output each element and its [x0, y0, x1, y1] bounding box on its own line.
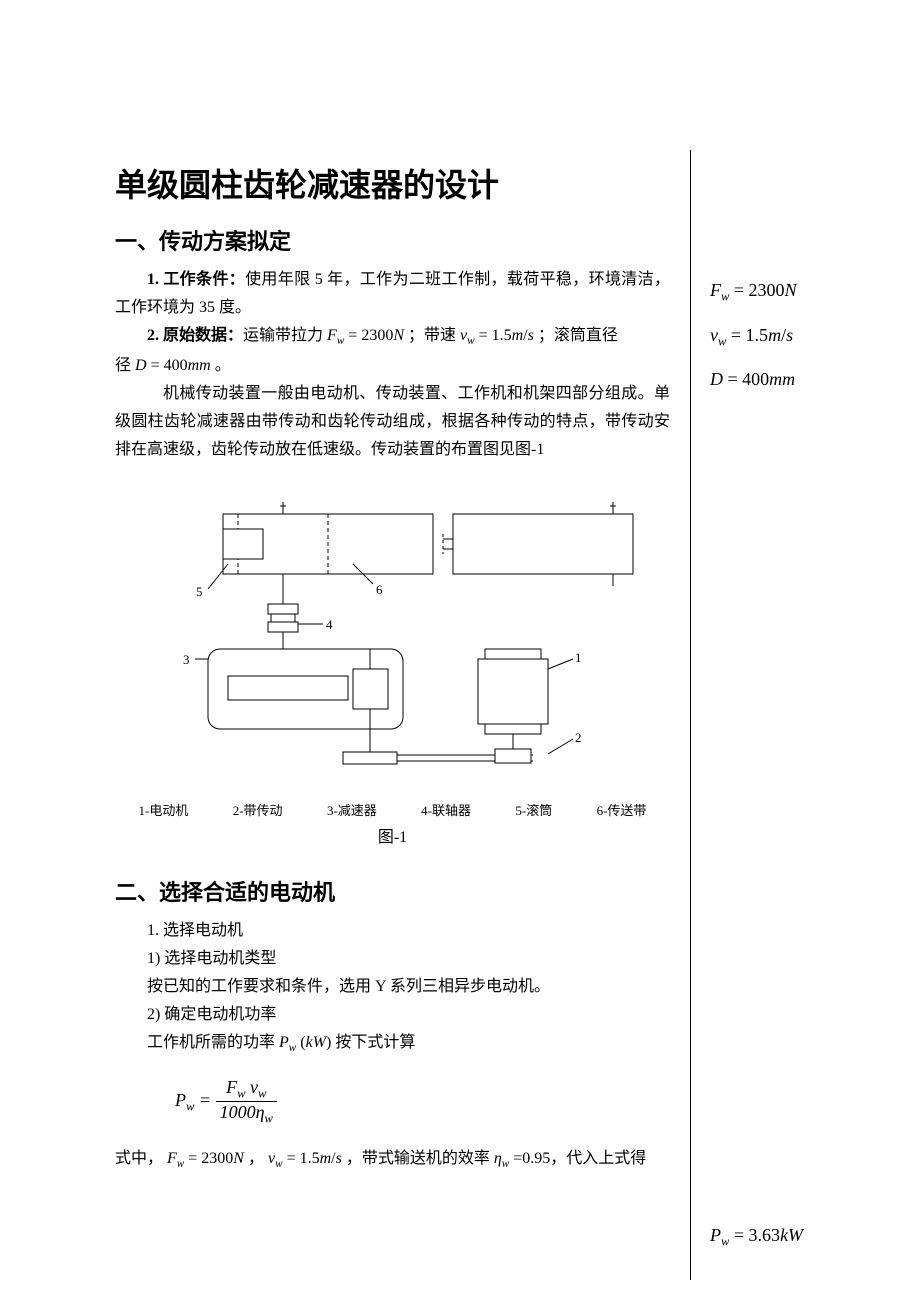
final-eq1: Fw = 2300N — [167, 1150, 244, 1167]
final-para: 式中， Fw = 2300N ， vw = 1.5m/s ，带式输送机的效率 η… — [115, 1145, 670, 1175]
para3: 机械传动装置一般由电动机、传动装置、工作机和机架四部分组成。单级圆柱齿轮减速器由… — [115, 380, 670, 464]
legend-1: 1-电动机 — [139, 800, 189, 819]
original-data-line2: 径 D = 400mm 。 — [115, 352, 670, 380]
formula-pw: Pw = Fw vw 1000ηw — [175, 1077, 670, 1127]
figure-title: 图-1 — [133, 823, 653, 847]
legend-4: 4-联轴器 — [421, 800, 471, 819]
formula-lhs: Pw — [175, 1090, 194, 1110]
legend-6: 6-传送带 — [597, 800, 647, 819]
svg-text:4: 4 — [326, 617, 333, 632]
s2-sub2: 2) 确定电动机功率 — [147, 1001, 670, 1029]
final-eq2: vw = 1.5m/s — [268, 1150, 342, 1167]
formula-num: Fw vw — [216, 1077, 277, 1103]
eq-d: D = 400mm — [135, 357, 211, 374]
eq-pw-kw: Pw (kW) — [279, 1034, 331, 1051]
item2-p3b: 径 — [115, 357, 131, 374]
side-eq-d: D = 400mm — [710, 369, 860, 390]
side-eq-pw: Pw = 3.63kW — [710, 1225, 803, 1250]
s2-sub1-text: 按已知的工作要求和条件，选用 Y 系列三相异步电动机。 — [147, 973, 670, 1001]
section-1-heading: 一、传动方案拟定 — [115, 224, 670, 256]
s2-sub2-a: 工作机所需的功率 — [147, 1034, 275, 1051]
svg-text:2: 2 — [575, 730, 582, 745]
s2-item1: 1. 选择电动机 — [147, 917, 670, 945]
formula-fraction: Fw vw 1000ηw — [216, 1077, 277, 1127]
item1-label: 1. 工作条件： — [147, 271, 245, 288]
item2-p3: ；滚筒直径 — [538, 327, 618, 344]
final-a: 式中， — [115, 1150, 163, 1167]
svg-text:6: 6 — [376, 582, 383, 597]
working-conditions: 1. 工作条件：使用年限 5 年，工作为二班工作制，载荷平稳，环境清洁，工作环境… — [115, 266, 670, 322]
s2-sub2-b: 按下式计算 — [335, 1034, 415, 1051]
side-eq-fw: Fw = 2300N — [710, 280, 860, 305]
eq-fw: Fw = 2300N — [327, 327, 404, 344]
legend-2: 2-带传动 — [233, 800, 283, 819]
transmission-diagram: 5 6 4 — [133, 484, 653, 794]
legend-5: 5-滚筒 — [515, 800, 552, 819]
section-2-body: 1. 选择电动机 1) 选择电动机类型 按已知的工作要求和条件，选用 Y 系列三… — [115, 917, 670, 1059]
final-eq3: ηw — [494, 1150, 509, 1167]
document-title: 单级圆柱齿轮减速器的设计 — [115, 160, 670, 206]
original-data: 2. 原始数据：运输带拉力 Fw = 2300N ；带速 vw = 1.5m/s… — [115, 322, 670, 352]
section-2-heading: 二、选择合适的电动机 — [115, 875, 670, 907]
side-eq-vw: vw = 1.5m/s — [710, 325, 860, 350]
figure-1: 5 6 4 — [133, 484, 653, 847]
main-column: 单级圆柱齿轮减速器的设计 一、传动方案拟定 1. 工作条件：使用年限 5 年，工… — [115, 160, 670, 1175]
eq-vw: vw = 1.5m/s — [460, 327, 534, 344]
sidebar: Fw = 2300N vw = 1.5m/s D = 400mm — [710, 280, 860, 410]
item2-p4: 。 — [215, 357, 231, 374]
item2-label: 2. 原始数据： — [147, 327, 243, 344]
svg-text:5: 5 — [196, 584, 203, 599]
item2-p1: 运输带拉力 — [243, 327, 323, 344]
page-content: 单级圆柱齿轮减速器的设计 一、传动方案拟定 1. 工作条件：使用年限 5 年，工… — [0, 0, 920, 1215]
item2-p2: ；带速 — [408, 327, 456, 344]
final-c: ，带式输送机的效率 — [346, 1150, 490, 1167]
legend-3: 3-减速器 — [327, 800, 377, 819]
s2-sub2-text: 工作机所需的功率 Pw (kW) 按下式计算 — [147, 1029, 670, 1059]
formula-den: 1000ηw — [216, 1102, 277, 1127]
svg-text:3: 3 — [183, 652, 190, 667]
figure-legend: 1-电动机 2-带传动 3-减速器 4-联轴器 5-滚筒 6-传送带 — [133, 800, 653, 819]
final-d: =0.95，代入上式得 — [513, 1150, 646, 1167]
s2-sub1: 1) 选择电动机类型 — [147, 945, 670, 973]
final-b: ， — [248, 1150, 264, 1167]
svg-text:1: 1 — [575, 650, 582, 665]
